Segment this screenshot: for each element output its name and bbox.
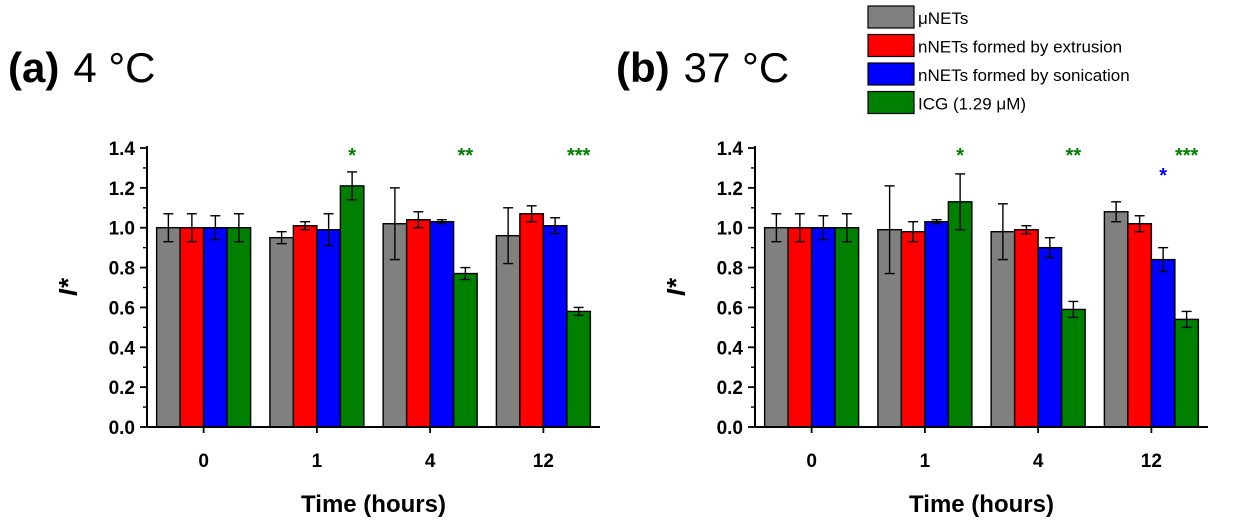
y-tick-label: 1.4 [109, 139, 136, 160]
y-tick-label: 0.2 [717, 378, 743, 399]
bar-1-2 [316, 229, 342, 428]
legend-swatch-2 [867, 62, 915, 86]
y-tick-label: 0.4 [717, 338, 744, 359]
y-tick-label: 0.8 [717, 259, 743, 280]
significance-marker-1: ** [1066, 145, 1082, 167]
significance-marker-0: * [348, 145, 356, 167]
bar-3-2 [1150, 258, 1176, 428]
y-tick-label: 1.2 [717, 179, 743, 200]
y-tick-label: 0.0 [109, 418, 135, 439]
bar-0-2 [202, 227, 228, 428]
panel-a: (a) 4 °C 0.0 0.2 0.4 0.6 0.8 1.0 1.2 1.4 0 1 4 12 Time… [8, 44, 600, 518]
bar-1-0 [269, 236, 295, 428]
bar-0-0 [155, 227, 181, 428]
panel-title: (a) 4 °C [8, 44, 156, 91]
bar-3-2 [542, 225, 568, 428]
bar-3-3 [1174, 318, 1200, 428]
bar-3-1 [519, 213, 545, 428]
y-tick-label: 1.2 [109, 179, 135, 200]
legend-label-0: μNETs [918, 9, 968, 28]
bar-0-1 [179, 227, 205, 428]
x-axis-title: Time (hours) [909, 491, 1054, 518]
bar-0-1 [787, 227, 813, 428]
panel-letter: (a) [8, 44, 59, 91]
legend-swatch-3 [867, 90, 915, 115]
y-tick-label: 1.0 [717, 219, 743, 240]
x-axis-title: Time (hours) [301, 491, 446, 518]
significance-marker-3: *** [1175, 145, 1199, 167]
bar-1-2 [924, 221, 950, 428]
y-tick-label: 0.6 [717, 298, 743, 319]
legend-label-3: ICG (1.29 μM) [918, 95, 1026, 114]
legend-swatch-0 [867, 5, 915, 29]
x-tick-label: 1 [920, 451, 931, 472]
bar-2-0 [990, 230, 1016, 428]
bar-1-3 [947, 201, 973, 428]
y-tick-label: 1.4 [717, 139, 744, 160]
x-tick-label: 4 [425, 451, 436, 472]
significance-marker-2: *** [567, 145, 591, 167]
bar-0-3 [226, 227, 252, 428]
panel-title: (b) 37 °C [616, 44, 789, 91]
panel-condition: 37 °C [684, 44, 790, 91]
bar-2-2 [429, 221, 455, 428]
bar-1-3 [339, 185, 365, 428]
y-tick-label: 0.4 [109, 338, 136, 359]
y-axis-title: I* [53, 277, 83, 296]
bar-2-3 [1060, 308, 1086, 428]
panel-letter: (b) [616, 44, 670, 91]
x-tick-label: 1 [312, 451, 323, 472]
bar-2-3 [452, 272, 478, 428]
bar-3-0 [495, 234, 521, 428]
panel-condition: 4 °C [73, 44, 155, 91]
y-tick-label: 0.0 [717, 418, 743, 439]
bar-3-3 [566, 310, 592, 428]
bar-0-0 [763, 227, 789, 428]
legend: μNETs nNETs formed by extrusion nNETs form… [867, 5, 1130, 115]
bar-3-1 [1127, 223, 1153, 428]
panel-b: (b) 37 °C 0.0 0.2 0.4 0.6 0.8 1.0 1.2 1.4 0 1 4 12 Tim… [616, 44, 1208, 518]
y-tick-label: 1.0 [109, 219, 135, 240]
significance-marker-2: * [1159, 165, 1167, 187]
x-tick-label: 4 [1033, 451, 1044, 472]
x-tick-label: 12 [533, 451, 554, 472]
bar-0-3 [834, 227, 860, 428]
y-tick-label: 0.2 [109, 378, 135, 399]
bar-2-2 [1037, 246, 1063, 428]
y-axis-title: I* [661, 277, 691, 296]
legend-swatch-1 [867, 33, 915, 58]
bar-2-1 [405, 219, 431, 428]
bar-2-1 [1013, 229, 1039, 428]
x-tick-label: 0 [198, 451, 209, 472]
y-tick-label: 0.8 [109, 259, 135, 280]
significance-marker-0: * [956, 145, 964, 167]
bar-3-0 [1103, 211, 1129, 428]
x-tick-label: 12 [1141, 451, 1162, 472]
x-tick-label: 0 [806, 451, 817, 472]
legend-label-2: nNETs formed by sonication [918, 66, 1130, 85]
significance-marker-1: ** [458, 145, 474, 167]
bar-1-1 [292, 225, 318, 428]
legend-label-1: nNETs formed by extrusion [918, 38, 1122, 57]
y-tick-label: 0.6 [109, 298, 135, 319]
bar-1-1 [900, 230, 926, 428]
bar-0-2 [810, 227, 836, 428]
